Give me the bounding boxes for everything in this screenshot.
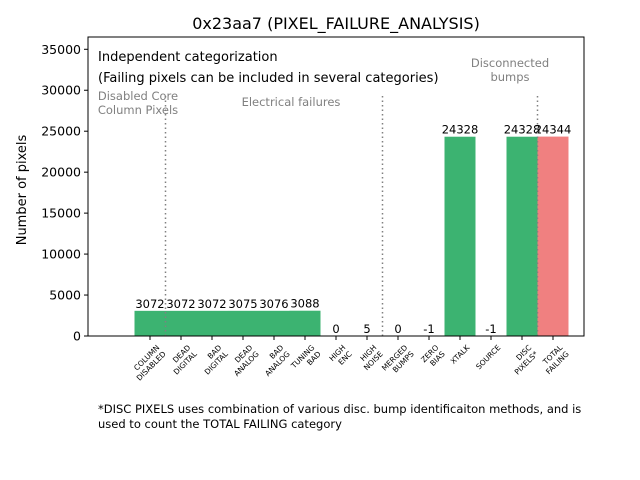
x-tick-label-11-line-0: SOURCE [474,343,502,371]
x-tick-label-13: TOTALFAILING [538,342,572,376]
value-label-1: 3072 [166,297,195,311]
x-tick-label-12: DISCPIXELS* [506,343,540,377]
x-tick-label-2: BADDIGITAL [196,342,230,376]
annotation-line-0: Independent categorization [98,50,278,65]
bar-13 [537,136,569,336]
x-tick-label-11: SOURCE [474,343,502,371]
value-label-0: 3072 [135,297,164,311]
x-tick-label-0: COLUMNDISABLED [128,343,168,383]
value-label-4: 3076 [259,297,288,311]
value-label-13: 24344 [535,123,572,137]
footnote: *DISC PIXELS uses combination of various… [98,402,638,432]
annotation-line-1: (Failing pixels can be included in sever… [98,71,439,86]
x-tick-label-10: XTALK [449,342,473,366]
y-tick-label-2: 10000 [41,247,81,262]
y-tick-label-6: 30000 [41,83,81,98]
y-tick-label-1: 5000 [49,288,81,303]
value-label-10: 24328 [442,123,479,137]
x-tick-label-6: HIGHENC [327,343,353,369]
y-axis-label: Number of pixels [15,134,30,245]
footnote-line-2: used to count the TOTAL FAILING category [98,417,342,431]
y-tick-label-3: 15000 [41,206,81,221]
bar-3 [227,310,259,336]
value-label-8: 0 [394,322,401,336]
x-tick-label-3: DEADANALOG [226,343,261,378]
section-label-2-line-0: Disconnected [471,56,549,70]
value-label-11: -1 [485,322,496,336]
x-tick-label-5: TUNINGBAD [289,343,323,377]
value-label-5: 3088 [290,297,319,311]
bar-1 [165,310,197,336]
section-label-0-line-0: Disabled Core [98,89,178,103]
y-tick-label-7: 35000 [41,42,81,57]
bar-0 [134,310,166,336]
x-tick-label-8: MERGEDBUMPS [380,343,416,379]
x-tick-label-9: ZEROBIAS [419,343,447,371]
value-label-12: 24328 [504,123,541,137]
value-label-3: 3075 [228,297,257,311]
x-tick-label-4: BADANALOG [257,343,292,378]
y-tick-label-4: 20000 [41,165,81,180]
bar-4 [258,310,290,336]
value-label-2: 3072 [197,297,226,311]
y-tick-label-5: 25000 [41,124,81,139]
x-tick-label-1: DEADDIGITAL [165,342,199,376]
y-tick-label-0: 0 [73,329,81,344]
bar-chart: 0x23aa7 (PIXEL_FAILURE_ANALYSIS) Number … [15,14,585,383]
x-tick-label-10-line-0: XTALK [449,342,473,366]
section-label-2-line-1: bumps [490,70,529,84]
bar-10 [444,136,476,336]
value-label-7: 5 [363,322,370,336]
section-label-0-line-1: Column Pixels [98,103,178,117]
bar-2 [196,310,228,336]
bar-12 [506,136,538,336]
chart-title: 0x23aa7 (PIXEL_FAILURE_ANALYSIS) [192,14,480,34]
footnote-line-1: *DISC PIXELS uses combination of various… [98,402,582,416]
section-label-1-line-0: Electrical failures [242,95,341,109]
value-label-9: -1 [423,322,434,336]
bar-5 [289,310,321,336]
value-label-6: 0 [332,322,339,336]
